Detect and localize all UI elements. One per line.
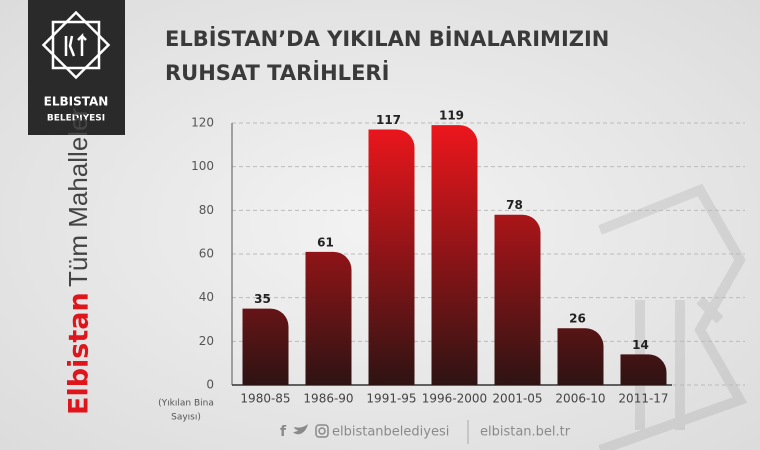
y-tick-label: 80 (199, 203, 214, 217)
footer-social: elbistanbelediyesi (332, 425, 449, 440)
x-tick-label: 1996-2000 (422, 392, 487, 406)
value-label: 14 (632, 338, 649, 352)
y-tick-label: 100 (191, 159, 214, 173)
y-tick-label: 40 (199, 290, 214, 304)
x-tick-label: 2001-05 (492, 392, 542, 406)
side-city: Elbistan (64, 292, 95, 415)
y-axis-label: Sayısı) (171, 413, 201, 423)
value-label: 26 (569, 312, 586, 326)
logo-text: BELEDIYESI (47, 114, 105, 124)
bar (557, 328, 604, 385)
value-label: 61 (317, 235, 334, 249)
x-tick-label: 1991-95 (366, 392, 416, 406)
value-label: 117 (376, 113, 401, 127)
logo-mark (41, 10, 111, 80)
svg-text:f: f (280, 424, 287, 440)
bar (620, 354, 667, 385)
chart-title: ELBİSTAN’DA YIKILAN BİNALARIMIZIN (165, 26, 609, 51)
logo-text: ELBISTAN (44, 95, 109, 109)
bar (431, 125, 478, 385)
value-label: 78 (506, 198, 523, 212)
bar (494, 214, 541, 385)
value-label: 35 (254, 292, 271, 306)
y-axis-label: (Yıkılan Bina (158, 399, 214, 409)
x-tick-label: 2011-17 (618, 392, 668, 406)
chart-title: RUHSAT TARİHLERİ (165, 60, 389, 85)
x-tick-label: 2006-10 (555, 392, 605, 406)
footer-site: elbistan.bel.tr (480, 425, 571, 440)
y-tick-label: 120 (191, 116, 214, 130)
y-tick-label: 20 (199, 334, 214, 348)
bar (368, 129, 415, 385)
x-tick-label: 1986-90 (303, 392, 353, 406)
bar (242, 308, 289, 385)
value-label: 119 (439, 109, 464, 123)
x-tick-label: 1980-85 (240, 392, 290, 406)
footer-icons: f (280, 420, 469, 444)
bar (305, 251, 352, 385)
y-tick-label: 60 (199, 247, 214, 261)
side-scope: Tüm Mahalleler (63, 107, 93, 287)
y-tick-label: 0 (206, 378, 214, 392)
